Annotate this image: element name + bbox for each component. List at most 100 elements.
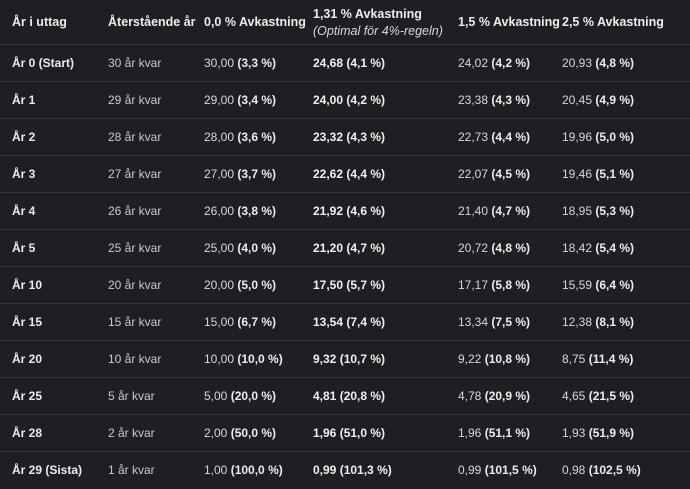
cell-return-15: 22,73 (4,4 %) (446, 118, 550, 156)
table-row: År 25 5 år kvar 5,00 (20,0 %) 4,81 (20,8 %)… (0, 377, 690, 415)
cell-return-15: 20,72 (4,8 %) (446, 229, 550, 267)
percentage: (11,4 %) (588, 352, 634, 366)
cell-remaining: 30 år kvar (96, 44, 192, 82)
value: 24,02 (458, 56, 489, 70)
cell-return-15: 0,99 (101,5 %) (446, 452, 550, 488)
value: 2,00 (204, 426, 228, 440)
table-row: År 0 (Start) 30 år kvar 30,00 (3,3 %) 24,68… (0, 44, 690, 82)
value: 19,96 (562, 130, 593, 144)
percentage: (4,8 %) (491, 241, 531, 255)
value: 19,46 (562, 167, 593, 181)
cell-return-15: 23,38 (4,3 %) (446, 81, 550, 119)
cell-return-131: 24,00 (4,2 %) (301, 81, 446, 119)
table-row: År 20 10 år kvar 10,00 (10,0 %) 9,32 (10,7 … (0, 340, 690, 378)
cell-year: År 3 (0, 155, 96, 193)
value: 4,81 (313, 389, 337, 403)
cell-return-0: 2,00 (50,0 %) (192, 414, 301, 452)
percentage: (3,4 %) (237, 93, 277, 107)
value: 17,50 (313, 278, 344, 292)
percentage: (20,0 %) (230, 389, 277, 403)
cell-return-0: 1,00 (100,0 %) (192, 452, 301, 488)
value: 23,32 (313, 130, 344, 144)
value: 13,34 (458, 315, 489, 329)
percentage: (21,5 %) (588, 389, 635, 403)
cell-return-0: 15,00 (6,7 %) (192, 303, 301, 341)
table-row: År 28 2 år kvar 2,00 (50,0 %) 1,96 (51,0 %)… (0, 414, 690, 452)
value: 18,95 (562, 204, 593, 218)
cell-return-25: 19,46 (5,1 %) (550, 155, 690, 193)
cell-return-0: 29,00 (3,4 %) (192, 81, 301, 119)
value: 0,99 (458, 462, 482, 477)
value: 24,00 (313, 93, 344, 107)
cell-remaining: 10 år kvar (96, 340, 192, 378)
percentage: (101,3 %) (339, 462, 392, 477)
cell-year: År 10 (0, 266, 96, 304)
value: 17,17 (458, 278, 489, 292)
cell-remaining: 29 år kvar (96, 81, 192, 119)
cell-return-131: 23,32 (4,3 %) (301, 118, 446, 156)
percentage: (4,4 %) (491, 130, 531, 144)
value: 5,00 (204, 389, 228, 403)
cell-return-25: 15,59 (6,4 %) (550, 266, 690, 304)
value: 10,00 (204, 352, 235, 366)
cell-return-131: 21,92 (4,6 %) (301, 192, 446, 230)
cell-year: År 15 (0, 303, 96, 341)
value: 15,59 (562, 278, 593, 292)
value: 20,72 (458, 241, 489, 255)
cell-return-25: 18,42 (5,4 %) (550, 229, 690, 267)
percentage: (51,1 %) (484, 426, 531, 440)
percentage: (6,7 %) (237, 315, 277, 329)
percentage: (4,1 %) (346, 56, 386, 70)
cell-year: År 1 (0, 81, 96, 119)
cell-return-131: 1,96 (51,0 %) (301, 414, 446, 452)
percentage: (3,3 %) (237, 56, 277, 70)
percentage: (4,9 %) (595, 93, 635, 107)
table-row: År 29 (Sista) 1 år kvar 1,00 (100,0 %) 0,99… (0, 452, 690, 488)
value: 20,00 (204, 278, 235, 292)
cell-year: År 2 (0, 118, 96, 156)
value: 22,07 (458, 167, 489, 181)
value: 1,93 (562, 426, 586, 440)
percentage: (20,8 %) (339, 389, 386, 403)
percentage: (4,5 %) (491, 167, 531, 181)
percentage: (10,7 %) (339, 352, 386, 366)
cell-remaining: 28 år kvar (96, 118, 192, 156)
cell-return-25: 18,95 (5,3 %) (550, 192, 690, 230)
table-row: År 4 26 år kvar 26,00 (3,8 %) 21,92 (4,6 %)… (0, 192, 690, 230)
percentage: (10,0 %) (237, 352, 283, 366)
cell-return-25: 4,65 (21,5 %) (550, 377, 690, 415)
percentage: (50,0 %) (230, 426, 277, 440)
header-row: År i uttag Återstående år 0,0 % Avkastni… (0, 0, 690, 45)
cell-return-15: 4,78 (20,9 %) (446, 377, 550, 415)
cell-return-0: 30,00 (3,3 %) (192, 44, 301, 82)
percentage: (101,5 %) (484, 462, 537, 477)
header-remaining: Återstående år (96, 0, 196, 45)
cell-return-0: 26,00 (3,8 %) (192, 192, 301, 230)
percentage: (4,2 %) (491, 56, 531, 70)
cell-return-131: 4,81 (20,8 %) (301, 377, 446, 415)
percentage: (4,2 %) (346, 93, 386, 107)
percentage: (4,7 %) (346, 241, 386, 255)
cell-remaining: 2 år kvar (96, 414, 192, 452)
cell-return-25: 8,75 (11,4 %) (550, 340, 690, 378)
value: 21,92 (313, 204, 344, 218)
cell-year: År 4 (0, 192, 96, 230)
header-return-131-label: 1,31 % Avkastning (313, 6, 422, 21)
percentage: (5,1 %) (595, 167, 635, 181)
header-return-0: 0,0 % Avkastning (192, 0, 306, 45)
value: 8,75 (562, 352, 586, 366)
value: 1,00 (204, 462, 228, 477)
cell-year: År 25 (0, 377, 96, 415)
cell-return-25: 20,45 (4,9 %) (550, 81, 690, 119)
cell-return-0: 20,00 (5,0 %) (192, 266, 301, 304)
cell-return-0: 27,00 (3,7 %) (192, 155, 301, 193)
cell-return-131: 22,62 (4,4 %) (301, 155, 446, 193)
header-return-131: 1,31 % Avkastning (Optimal för 4%-regeln… (301, 0, 446, 45)
table-body: År 0 (Start) 30 år kvar 30,00 (3,3 %) 24,68… (0, 44, 690, 488)
cell-return-0: 25,00 (4,0 %) (192, 229, 301, 267)
cell-return-15: 9,22 (10,8 %) (446, 340, 550, 378)
value: 12,38 (562, 315, 593, 329)
percentage: (4,6 %) (346, 204, 386, 218)
percentage: (20,9 %) (484, 389, 531, 403)
